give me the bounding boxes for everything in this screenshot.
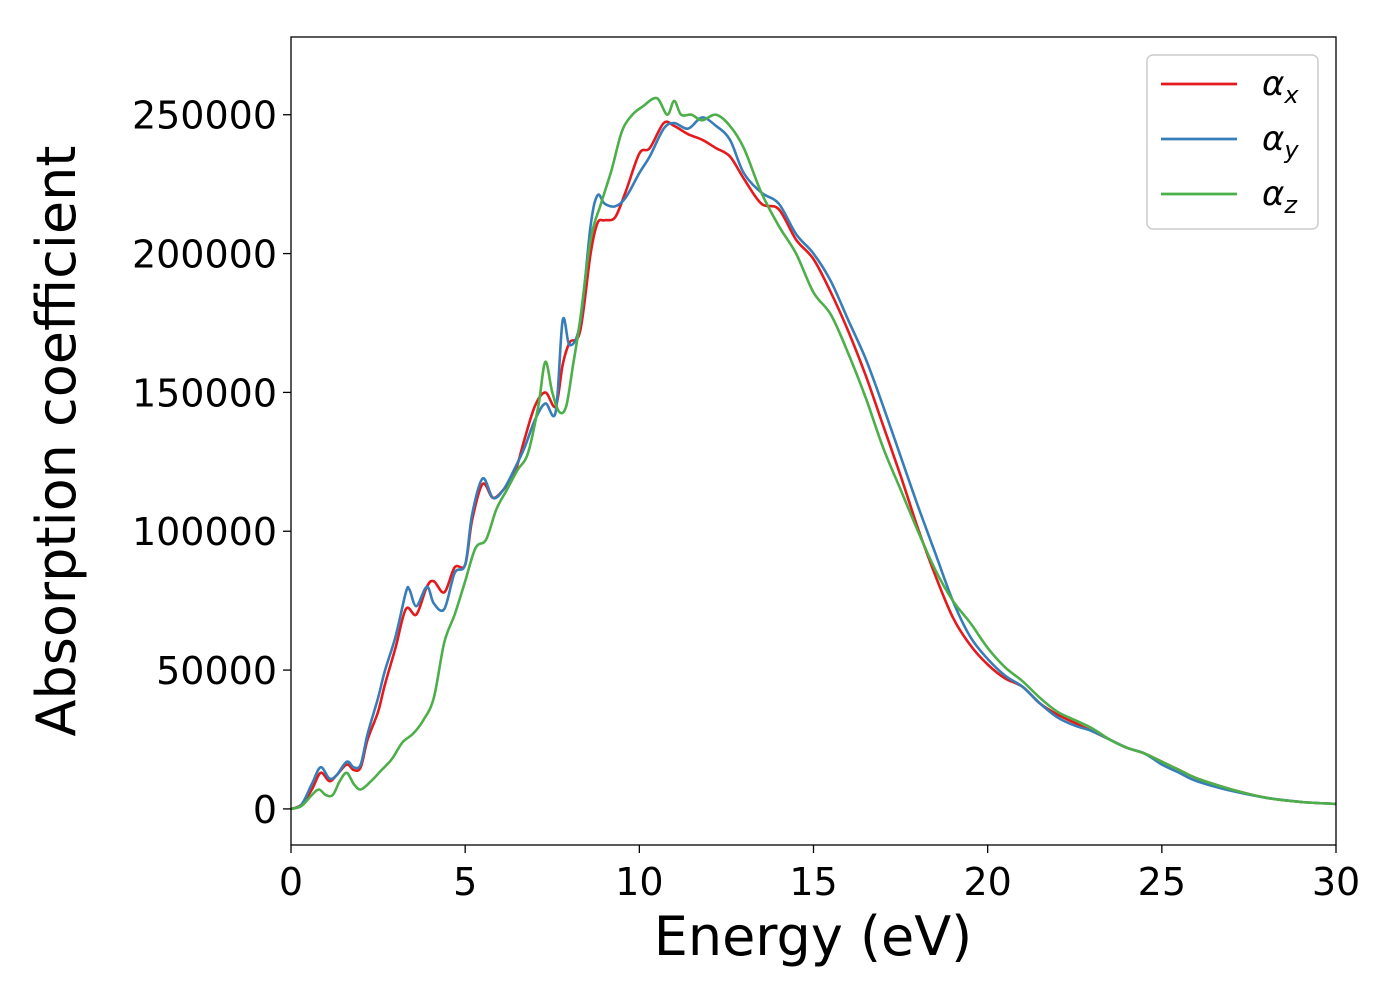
series-layer xyxy=(290,96,1337,811)
y-tick-label: 0 xyxy=(253,788,277,832)
legend-label-z: αz xyxy=(1262,174,1298,219)
legend-label-y: αy xyxy=(1262,119,1299,164)
ticks-layer: 0 5 10 15 20 25 30 0 50000 100000 150000 200000 2500… xyxy=(132,94,1360,904)
x-tick-label: 20 xyxy=(963,860,1011,904)
legend-box xyxy=(1146,54,1319,230)
x-tick-label: 25 xyxy=(1138,860,1186,904)
series-line-z xyxy=(290,96,1337,811)
y-tick-label: 200000 xyxy=(132,233,277,277)
y-tick-label: 50000 xyxy=(156,649,277,693)
x-axis-title: Energy (eV) xyxy=(654,905,973,968)
legend: αx αy αz xyxy=(1146,54,1319,230)
y-tick-label: 250000 xyxy=(132,94,277,138)
x-tick-label: 30 xyxy=(1312,860,1360,904)
x-tick-label: 15 xyxy=(789,860,837,904)
x-tick-label: 5 xyxy=(453,860,477,904)
x-tick-label: 0 xyxy=(279,860,303,904)
series-line-y xyxy=(290,116,1337,811)
plot-frame xyxy=(290,36,1337,846)
y-axis-title: Absorption coefficient xyxy=(25,146,88,737)
y-tick-label: 150000 xyxy=(132,371,277,415)
legend-label-x: αx xyxy=(1262,64,1299,109)
y-tick-label: 100000 xyxy=(132,510,277,554)
x-tick-label: 10 xyxy=(615,860,663,904)
